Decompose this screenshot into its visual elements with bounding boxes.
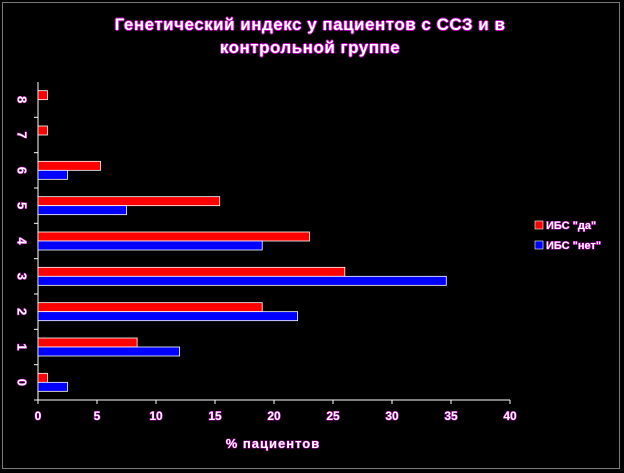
- y-category-label-4: 4: [15, 237, 30, 245]
- x-tick-label-40: 40: [503, 409, 517, 423]
- bar-series1-cat8: [37, 90, 48, 101]
- y-category-label-8: 8: [15, 96, 30, 103]
- y-category-label-3: 3: [15, 273, 30, 280]
- bar-series1-cat6: [37, 160, 101, 171]
- bar-series2-cat2: [37, 311, 299, 322]
- x-tick-label-15: 15: [208, 409, 222, 423]
- y-category-label-0: 0: [15, 379, 30, 386]
- plot-area: 0 5 10 15 20 25 30 35 40 0 1 2 3 4 5 6 7 8: [14, 82, 518, 424]
- bar-series2-cat5: [37, 205, 127, 216]
- bar-series1-cat2: [37, 302, 263, 313]
- x-tick-label-10: 10: [149, 409, 163, 423]
- y-category-label-2: 2: [15, 308, 30, 315]
- legend-label-2: ИБС "нет": [546, 240, 601, 252]
- bar-series2-cat3: [37, 275, 447, 286]
- y-category-label-6: 6: [15, 167, 30, 174]
- bar-series2-cat0: [37, 381, 68, 392]
- y-category-label-5: 5: [15, 202, 30, 209]
- bar-series1-cat0: [37, 372, 48, 383]
- y-category-label-7: 7: [15, 131, 30, 138]
- chart-frame: [2, 2, 620, 469]
- chart-title-line-1: Генетический индекс у пациентов с ССЗ и …: [114, 15, 506, 34]
- legend: ИБС "да" ИБС "нет": [534, 219, 602, 253]
- legend-swatch-2: [534, 240, 544, 250]
- bar-series2-cat4: [37, 240, 263, 251]
- bar-series2-cat6: [37, 169, 68, 180]
- bar-series2-cat1: [37, 346, 181, 357]
- legend-label-1: ИБС "да": [546, 220, 596, 232]
- bar-series1-cat4: [37, 231, 310, 242]
- chart-title-line-2: контрольной группе: [219, 38, 401, 57]
- bar-series1-cat3: [37, 266, 346, 277]
- bar-series1-cat5: [37, 196, 221, 207]
- bar-series1-cat1: [37, 337, 138, 348]
- x-tick-label-20: 20: [267, 409, 281, 423]
- x-tick-label-30: 30: [385, 409, 399, 423]
- bar-series1-cat7: [37, 125, 48, 136]
- x-tick-label-25: 25: [326, 409, 340, 423]
- x-axis-title: % пациентов: [226, 436, 320, 451]
- legend-swatch-1: [534, 220, 544, 230]
- x-tick-label-35: 35: [444, 409, 458, 423]
- x-tick-label-0: 0: [35, 409, 42, 423]
- x-tick-label-5: 5: [94, 409, 101, 423]
- y-category-label-1: 1: [15, 343, 30, 350]
